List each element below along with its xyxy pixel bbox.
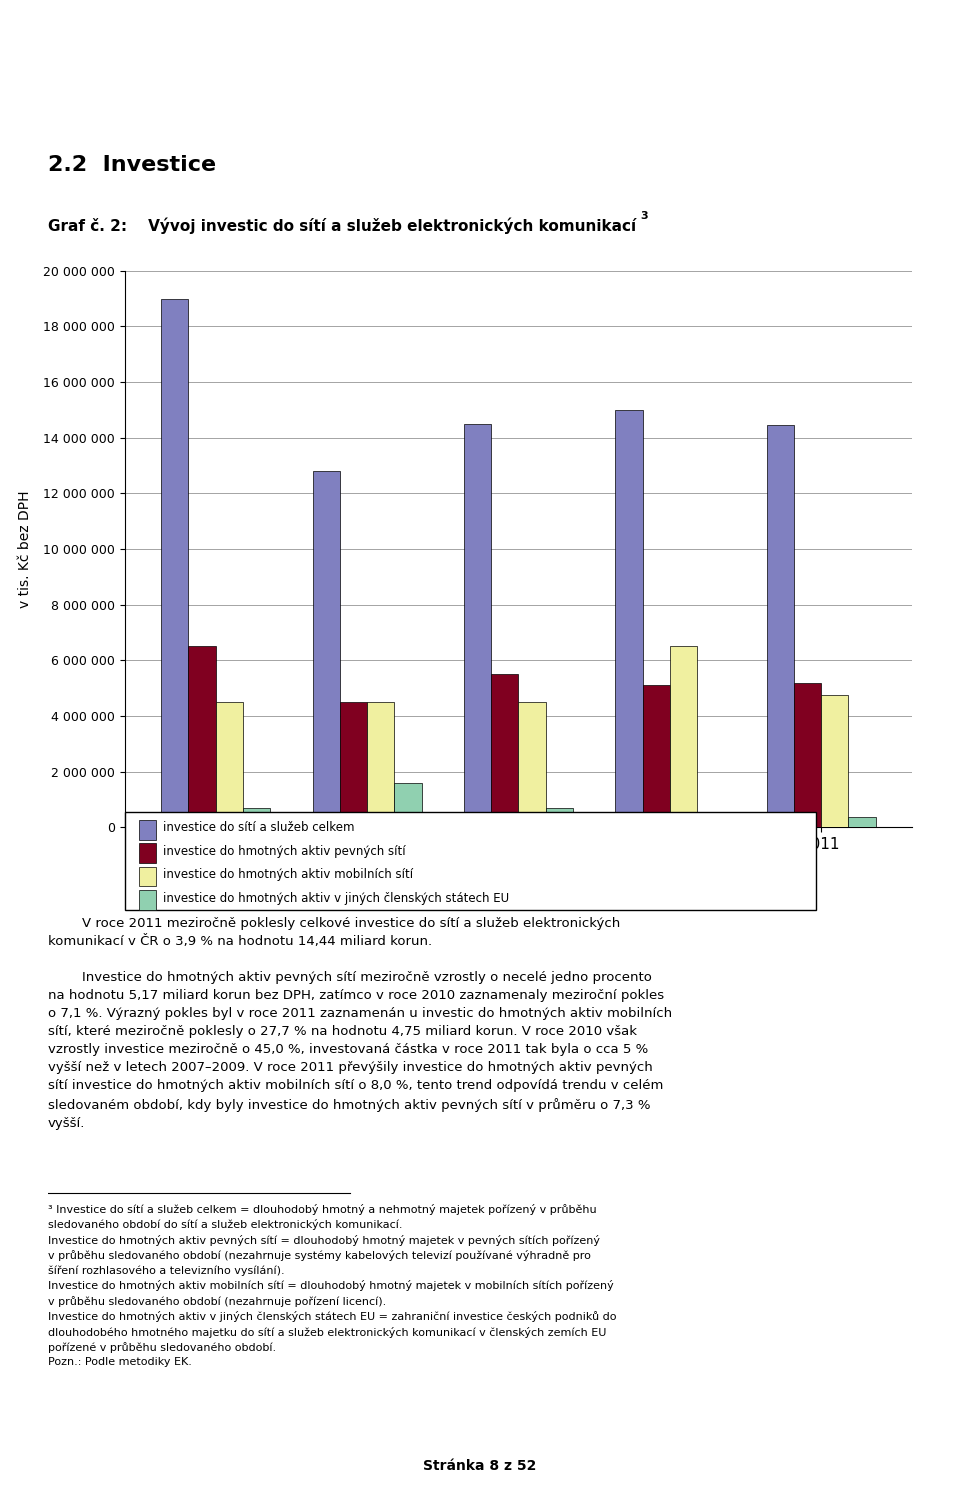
Bar (216, 702, 243, 827)
Bar (395, 782, 421, 827)
Bar (138, 866, 156, 886)
Bar (243, 808, 270, 827)
Text: investice do hmotných aktiv v jiných členských státech EU: investice do hmotných aktiv v jiných čle… (163, 892, 509, 905)
Bar (697, 818, 724, 827)
Bar (138, 844, 156, 863)
Bar (670, 647, 697, 827)
Text: V roce 2011 meziročně poklesly celkové investice do sítí a služeb elektronických: V roce 2011 meziročně poklesly celkové i… (48, 917, 672, 1130)
Bar (138, 820, 156, 839)
Bar (518, 702, 545, 827)
Bar (615, 409, 642, 827)
Text: ³ Investice do sítí a služeb celkem = dlouhodobý hmotný a nehmotný majetek poříz: ³ Investice do sítí a služeb celkem = dl… (48, 1203, 616, 1367)
Bar (545, 808, 573, 827)
Bar (464, 424, 492, 827)
Text: 3: 3 (640, 211, 647, 221)
Y-axis label: v tis. Kč bez DPH: v tis. Kč bez DPH (18, 490, 32, 608)
Bar (340, 702, 367, 827)
Text: Stránka 8 z 52: Stránka 8 z 52 (423, 1459, 537, 1474)
Text: investice do sítí a služeb celkem: investice do sítí a služeb celkem (163, 821, 354, 835)
Bar (188, 647, 216, 827)
Bar (849, 818, 876, 827)
Bar (767, 426, 794, 827)
Bar (161, 298, 188, 827)
Text: Graf č. 2:    Vývoj investic do sítí a služeb elektronických komunikací: Graf č. 2: Vývoj investic do sítí a služ… (48, 218, 636, 233)
Bar (821, 695, 849, 827)
Bar (794, 683, 821, 827)
Text: investice do hmotných aktiv pevných sítí: investice do hmotných aktiv pevných sítí (163, 845, 405, 857)
Bar (138, 890, 156, 910)
Bar (492, 674, 518, 827)
Bar (642, 686, 670, 827)
Bar (313, 471, 340, 827)
Bar (367, 702, 395, 827)
Text: 2.2  Investice: 2.2 Investice (48, 155, 216, 176)
Text: investice do hmotných aktiv mobilních sítí: investice do hmotných aktiv mobilních sí… (163, 868, 413, 881)
FancyBboxPatch shape (125, 812, 816, 910)
